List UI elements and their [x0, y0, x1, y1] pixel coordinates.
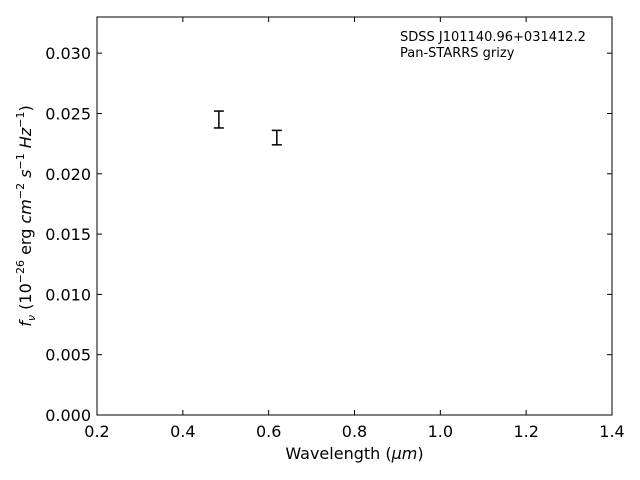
y-axis-title-s: s: [16, 170, 35, 183]
y-tick-label: 0.000: [45, 406, 91, 425]
x-tick-label: 1.0: [428, 422, 453, 441]
y-axis-title-exp2: −2: [14, 183, 27, 199]
y-axis-title-erg: erg: [16, 224, 35, 260]
data-points: [213, 110, 282, 146]
y-axis-title-hz: Hz: [16, 127, 35, 153]
annotation-survey: Pan-STARRS grizy: [400, 46, 515, 61]
y-tick-label: 0.030: [45, 44, 91, 63]
x-axis-title-main: Wavelength (: [285, 444, 391, 463]
y-axis-title-close: ): [16, 105, 35, 111]
plot-area: [96, 16, 613, 416]
y-axis-title-exp4: −1: [14, 112, 27, 128]
y-tick-label: 0.010: [45, 285, 91, 304]
y-tick-label: 0.005: [45, 346, 91, 365]
y-axis-title-exp1: −26: [14, 260, 27, 283]
x-tick-label: 0.8: [342, 422, 367, 441]
data-point-errorbar: [213, 110, 224, 129]
axis-ticks: [96, 17, 613, 416]
axis-tick-labels: 0.2 0.4 0.6 0.8 1.0 1.2 1.4 0.000 0.005 0.010 0.01…: [45, 44, 625, 441]
data-point-errorbar: [271, 129, 282, 146]
y-axis-title-open: (10: [16, 283, 35, 315]
annotation-object-name: SDSS J101140.96+031412.2: [400, 30, 586, 45]
y-tick-label: 0.020: [45, 165, 91, 184]
x-tick-label: 1.2: [513, 422, 538, 441]
y-tick-label: 0.015: [45, 225, 91, 244]
x-tick-label: 0.6: [256, 422, 281, 441]
x-tick-label: 0.4: [170, 422, 195, 441]
x-axis-title: Wavelength (μm): [285, 444, 423, 463]
y-axis-title-exp3: −1: [14, 153, 27, 169]
x-axis-title-close: ): [417, 444, 423, 463]
y-axis-title: fν (10−26 erg cm−2 s−1 Hz−1): [14, 105, 38, 326]
x-tick-label: 0.2: [84, 422, 109, 441]
x-axis-title-unit: μm: [391, 444, 418, 463]
y-axis-title-cm: cm: [16, 199, 35, 223]
y-axis-title-f: f: [16, 319, 35, 327]
y-tick-label: 0.025: [45, 104, 91, 123]
x-tick-label: 1.4: [599, 422, 624, 441]
y-axis-title-nu: ν: [25, 315, 38, 321]
